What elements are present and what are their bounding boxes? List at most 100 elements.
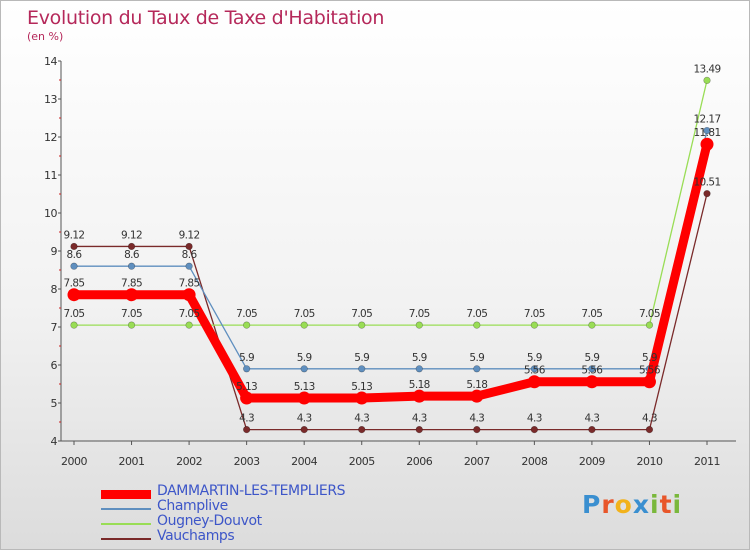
data-point	[127, 242, 136, 251]
y-tick-label: 12	[44, 131, 57, 144]
data-point	[243, 365, 251, 373]
legend-label: DAMMARTIN-LES-TEMPLIERS	[157, 483, 346, 499]
data-point	[645, 321, 654, 329]
data-point	[703, 126, 711, 135]
data-labels: 7.85 7.85 7.85 5.13 5.13 5.13 5.18 5.18 5.56 5.56…	[64, 63, 722, 425]
data-label: 7.05	[121, 308, 142, 320]
x-tick-label: 2006	[406, 455, 432, 468]
data-label: 5.9	[527, 352, 542, 364]
logo-letter: P	[582, 490, 602, 519]
x-tick-label: 2002	[176, 455, 202, 468]
data-point	[530, 365, 538, 373]
data-point	[358, 365, 366, 373]
series-line	[73, 79, 708, 326]
proxiti-logo: Proxiti	[582, 490, 682, 519]
data-label: 5.18	[466, 379, 487, 391]
legend-swatch	[101, 538, 151, 540]
data-label: 13.49	[693, 63, 720, 75]
data-label: 5.9	[239, 352, 254, 364]
y-tick-label: 9	[51, 245, 58, 258]
data-label: 5.13	[294, 381, 315, 393]
data-point	[70, 242, 78, 251]
logo-letter: t	[659, 490, 673, 519]
data-point	[703, 76, 711, 84]
data-label: 9.12	[179, 229, 200, 241]
data-label: 4.3	[412, 413, 427, 425]
x-tick-label: 2005	[349, 455, 375, 468]
data-point	[127, 321, 136, 329]
series-0	[67, 137, 714, 405]
data-point	[700, 137, 714, 151]
legend: DAMMARTIN-LES-TEMPLIERS Champlive Ougney-D…	[101, 483, 401, 547]
y-tick-label: 4	[51, 435, 58, 448]
series-1	[70, 126, 711, 373]
data-point	[645, 426, 654, 434]
data-label: 5.56	[581, 365, 603, 377]
data-label: 7.05	[466, 308, 487, 320]
data-point	[300, 426, 308, 434]
data-label: 5.56	[639, 365, 661, 377]
data-label: 5.13	[236, 381, 257, 393]
data-point	[185, 242, 193, 251]
data-point	[470, 389, 484, 403]
data-label: 7.05	[64, 308, 85, 320]
data-label: 7.05	[236, 308, 257, 320]
legend-item: Champlive	[101, 498, 401, 517]
series-line	[73, 192, 708, 431]
data-point	[185, 321, 193, 329]
legend-swatch	[101, 508, 151, 510]
data-label: 7.05	[351, 308, 372, 320]
legend-label: Champlive	[157, 498, 228, 514]
logo-letter: r	[601, 490, 615, 519]
data-point	[240, 391, 254, 405]
data-point	[588, 426, 596, 434]
data-label: 4.3	[354, 413, 369, 425]
x-tick-label: 2003	[234, 455, 260, 468]
series-line	[73, 129, 708, 370]
data-label: 4.3	[642, 413, 657, 425]
legend-swatch	[101, 489, 151, 499]
axes: 4 5 6 7 8 9 10 11 12 13 14 2000 2001 2002 2003 2004 2005…	[44, 55, 736, 468]
chart-subtitle: (en %)	[27, 30, 64, 43]
data-label: 7.05	[179, 308, 200, 320]
data-point	[358, 321, 366, 329]
data-label: 5.9	[297, 352, 312, 364]
x-tick-label: 2009	[579, 455, 605, 468]
data-label: 4.3	[527, 413, 542, 425]
data-point	[70, 321, 78, 329]
data-label: 5.56	[524, 365, 546, 377]
data-point	[243, 426, 251, 434]
data-label: 5.9	[412, 352, 427, 364]
data-label: 7.05	[639, 308, 660, 320]
data-point	[67, 288, 81, 302]
y-tick-label: 13	[44, 93, 57, 106]
data-point	[588, 321, 596, 329]
y-tick-label: 8	[51, 283, 58, 296]
data-label: 9.12	[121, 229, 142, 241]
data-point	[243, 321, 251, 329]
legend-label: Ougney-Douvot	[157, 513, 262, 529]
data-label: 4.3	[297, 413, 312, 425]
y-tick-label: 10	[44, 207, 57, 220]
x-tick-label: 2000	[61, 455, 87, 468]
data-point	[642, 375, 656, 389]
data-point	[297, 391, 311, 405]
data-label: 5.9	[584, 352, 599, 364]
data-point	[415, 365, 423, 373]
data-point	[473, 365, 481, 373]
data-label: 7.05	[294, 308, 315, 320]
legend-item: Vauchamps	[101, 528, 401, 547]
x-tick-label: 2011	[694, 455, 720, 468]
data-point	[527, 375, 541, 389]
data-label: 8.6	[124, 249, 140, 261]
data-point	[530, 426, 538, 434]
data-label: 7.85	[64, 278, 85, 290]
data-point	[125, 288, 139, 302]
data-point	[530, 321, 538, 329]
data-label: 7.85	[179, 278, 200, 290]
logo-letter: x	[632, 490, 650, 519]
x-tick-label: 2001	[119, 455, 145, 468]
data-label: 7.05	[581, 308, 602, 320]
logo-letter: i	[650, 490, 660, 519]
